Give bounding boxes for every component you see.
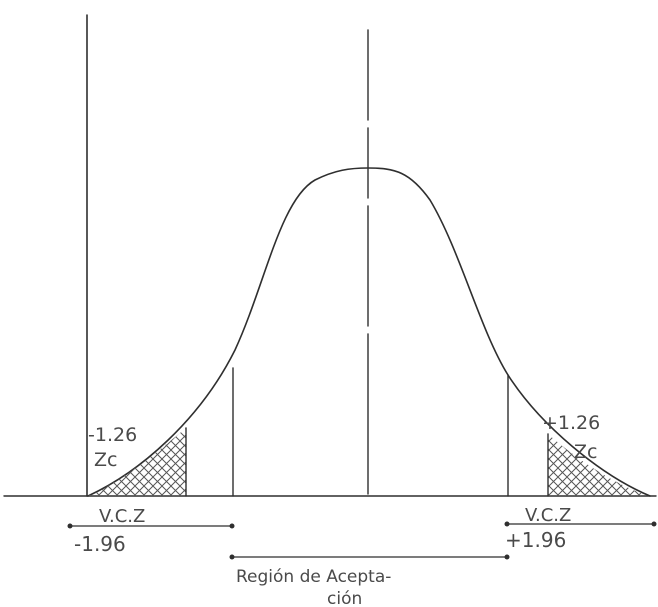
left-zc-label: Zc <box>94 449 117 471</box>
left-zc-value: -1.26 <box>88 424 137 446</box>
left-rejection-bracket <box>67 523 235 529</box>
right-vcz-label: V.C.Z <box>525 505 571 526</box>
acceptance-label-line2: ción <box>327 589 362 607</box>
right-rejection-bracket <box>504 521 657 527</box>
acceptance-label-line1: Región de Acepta- <box>236 567 391 587</box>
right-zc-label: Zc <box>574 441 597 463</box>
left-critical-value: -1.96 <box>74 532 126 556</box>
right-zc-value: +1.26 <box>542 412 600 434</box>
left-vcz-label: V.C.Z <box>99 506 145 527</box>
acceptance-bracket <box>229 554 510 560</box>
right-critical-value: +1.96 <box>505 528 566 552</box>
normal-curve <box>87 167 651 497</box>
